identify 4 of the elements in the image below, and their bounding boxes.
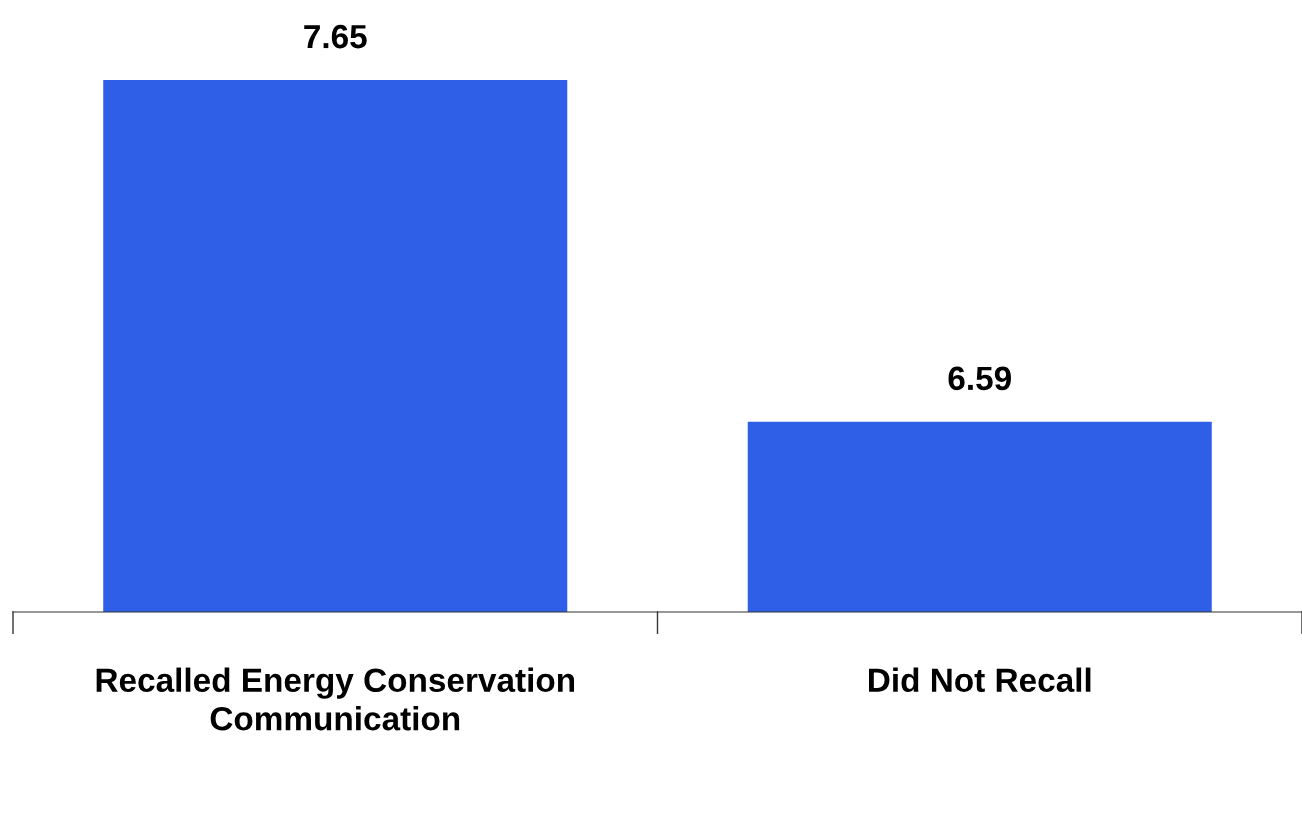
x-tick-label: Did Not Recall [869, 667, 1091, 693]
data-label: 7.65 [304, 24, 367, 49]
x-tick-label: Recalled Energy Conservation Communication [96, 667, 575, 731]
data-label: 6.59 [948, 366, 1011, 391]
